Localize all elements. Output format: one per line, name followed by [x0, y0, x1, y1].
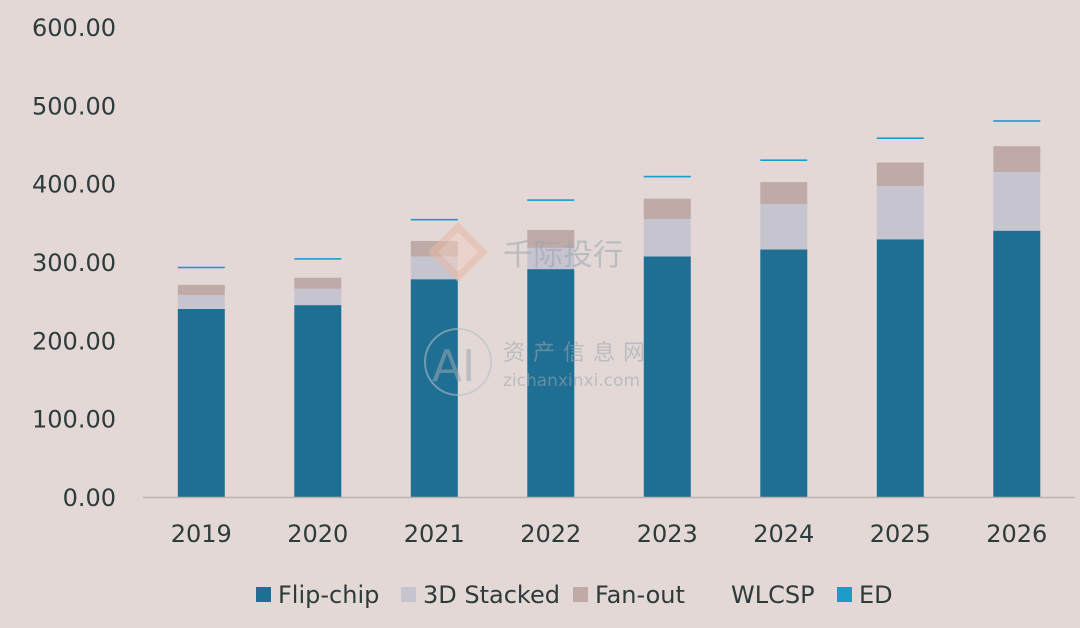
bar-segment-ed — [294, 258, 342, 260]
y-tick-label: 0.00 — [63, 484, 116, 512]
legend-item: Fan-out — [573, 581, 685, 609]
legend-item: 3D Stacked — [401, 581, 560, 609]
bar-segment-ed — [643, 175, 691, 178]
bar-segment-wlcsp — [294, 259, 342, 278]
watermark-top-text: 千际投行 — [503, 238, 623, 273]
legend-label: Flip-chip — [278, 581, 379, 609]
bar-stack-2022 — [527, 199, 575, 497]
y-axis: 0.00 100.00 200.00 300.00 400.00 500.00 600.00 — [32, 14, 116, 512]
bar-segment-ed — [760, 159, 808, 161]
bar-segment-3d-stacked — [294, 288, 342, 306]
bar-segment-3d-stacked — [177, 294, 225, 309]
bar-segment-wlcsp — [993, 121, 1041, 147]
legend-swatch — [709, 587, 724, 602]
x-tick-label: 2025 — [870, 520, 931, 548]
x-tick-label: 2024 — [753, 520, 814, 548]
legend-item: WLCSP — [709, 581, 815, 609]
x-tick-label: 2023 — [637, 520, 698, 548]
bar-segment-wlcsp — [643, 177, 691, 199]
bar-segment-flip-chip — [643, 256, 691, 497]
watermark: 千际投行 AI 资产信息网 zichanxinxi.com — [424, 222, 653, 396]
legend-item: ED — [837, 581, 893, 609]
y-tick-label: 500.00 — [32, 92, 116, 120]
legend-swatch — [401, 587, 416, 602]
bar-segment-fan-out — [643, 198, 691, 219]
y-tick-label: 400.00 — [32, 171, 116, 199]
bar-stacks — [177, 120, 1041, 498]
bar-segment-3d-stacked — [527, 247, 575, 270]
bar-segment-3d-stacked — [876, 186, 924, 240]
watermark-diamond-logo — [428, 222, 488, 282]
bar-segment-flip-chip — [527, 269, 575, 497]
bar-segment-ed — [177, 266, 225, 269]
legend-item: Flip-chip — [256, 581, 379, 609]
y-tick-label: 100.00 — [32, 406, 116, 434]
bar-stack-2026 — [993, 120, 1041, 497]
bar-segment-ed — [527, 199, 575, 201]
bar-segment-fan-out — [876, 162, 924, 186]
bar-segment-3d-stacked — [993, 171, 1041, 231]
legend-label: Fan-out — [595, 581, 685, 609]
bar-stack-2025 — [876, 137, 924, 498]
watermark-logo-text: AI — [432, 341, 475, 392]
bar-segment-ed — [993, 120, 1041, 122]
bar-segment-3d-stacked — [643, 218, 691, 257]
bar-segment-3d-stacked — [760, 204, 808, 250]
bar-segment-flip-chip — [876, 239, 924, 498]
bar-segment-fan-out — [177, 284, 225, 295]
x-tick-label: 2019 — [171, 520, 232, 548]
bar-segment-flip-chip — [177, 309, 225, 497]
bar-segment-wlcsp — [760, 160, 808, 182]
x-axis: 2019 2020 2021 2022 2023 2024 2025 2026 — [171, 520, 1048, 548]
legend: Flip-chip 3D Stacked Fan-out WLCSP ED — [256, 581, 893, 609]
legend-swatch — [573, 587, 588, 602]
bar-stack-2019 — [177, 266, 225, 497]
bar-stack-2023 — [643, 175, 691, 497]
legend-swatch — [256, 587, 271, 602]
x-tick-label: 2021 — [404, 520, 465, 548]
legend-label: ED — [859, 581, 893, 609]
y-tick-label: 200.00 — [32, 327, 116, 355]
watermark-seal — [424, 328, 492, 396]
bar-stack-2020 — [294, 258, 342, 497]
x-tick-label: 2022 — [520, 520, 581, 548]
bar-segment-fan-out — [760, 182, 808, 204]
bar-segment-wlcsp — [527, 200, 575, 230]
x-tick-label: 2020 — [287, 520, 348, 548]
y-tick-label: 300.00 — [32, 249, 116, 277]
bar-segment-ed — [876, 137, 924, 139]
bar-segment-fan-out — [993, 146, 1041, 172]
bar-segment-wlcsp — [876, 139, 924, 163]
bar-segment-ed — [410, 218, 458, 221]
watermark-middle-text: 资产信息网 — [503, 341, 653, 366]
bar-segment-fan-out — [527, 229, 575, 248]
legend-swatch — [837, 587, 852, 602]
legend-label: 3D Stacked — [423, 581, 560, 609]
bar-segment-flip-chip — [760, 249, 808, 497]
bar-segment-fan-out — [294, 277, 342, 289]
bar-segment-flip-chip — [993, 230, 1041, 497]
bar-segment-flip-chip — [410, 279, 458, 497]
bar-segment-wlcsp — [177, 268, 225, 285]
legend-label: WLCSP — [731, 581, 815, 609]
bar-segment-flip-chip — [294, 305, 342, 497]
x-tick-label: 2026 — [986, 520, 1047, 548]
y-tick-label: 600.00 — [32, 14, 116, 42]
bar-stack-2024 — [760, 159, 808, 497]
watermark-url-text: zichanxinxi.com — [503, 371, 640, 391]
